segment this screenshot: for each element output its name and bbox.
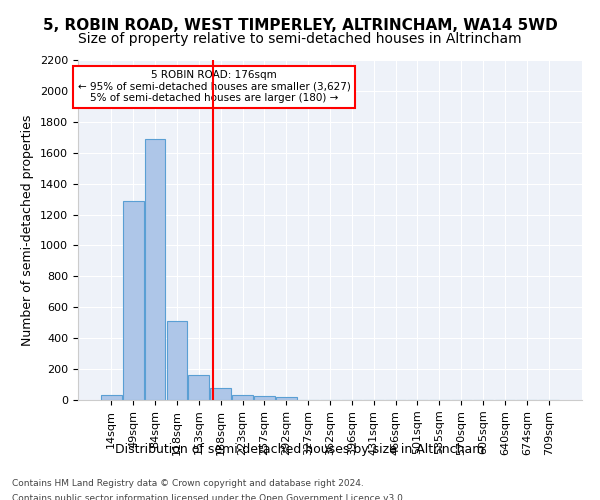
Bar [188, 374, 209, 400]
Bar [145, 139, 166, 400]
Bar [254, 396, 275, 400]
Y-axis label: Number of semi-detached properties: Number of semi-detached properties [22, 114, 34, 346]
Bar [167, 321, 187, 400]
Text: Contains HM Land Registry data © Crown copyright and database right 2024.: Contains HM Land Registry data © Crown c… [12, 479, 364, 488]
Bar [101, 395, 122, 400]
Text: 5, ROBIN ROAD, WEST TIMPERLEY, ALTRINCHAM, WA14 5WD: 5, ROBIN ROAD, WEST TIMPERLEY, ALTRINCHA… [43, 18, 557, 32]
Bar [210, 388, 231, 400]
Text: 5 ROBIN ROAD: 176sqm
← 95% of semi-detached houses are smaller (3,627)
5% of sem: 5 ROBIN ROAD: 176sqm ← 95% of semi-detac… [77, 70, 350, 103]
Bar [232, 394, 253, 400]
Text: Distribution of semi-detached houses by size in Altrincham: Distribution of semi-detached houses by … [115, 442, 485, 456]
Text: Size of property relative to semi-detached houses in Altrincham: Size of property relative to semi-detach… [78, 32, 522, 46]
Bar [276, 397, 296, 400]
Text: Contains public sector information licensed under the Open Government Licence v3: Contains public sector information licen… [12, 494, 406, 500]
Bar [123, 202, 143, 400]
